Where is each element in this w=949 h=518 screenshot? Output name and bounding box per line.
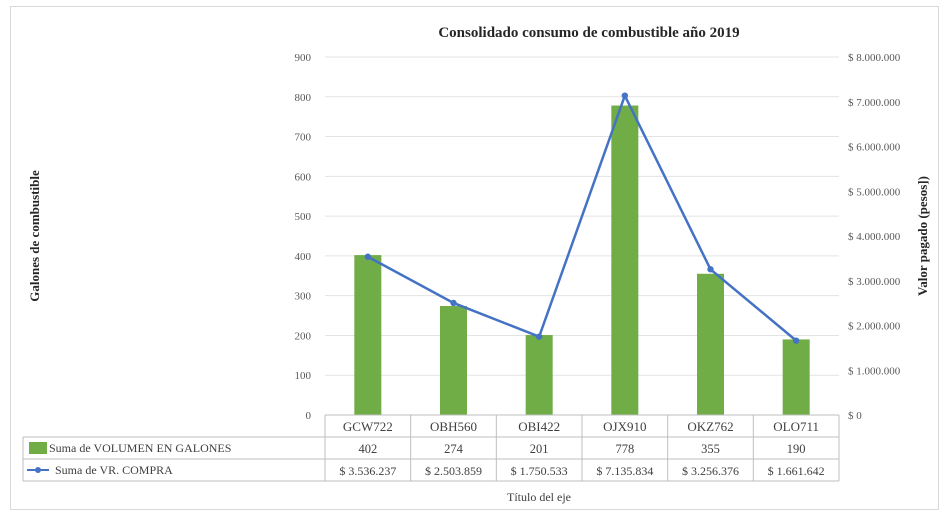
bar: [354, 255, 382, 415]
y-tick-label: 900: [295, 52, 312, 64]
data-table: GCW722 OBH560 OBI422 OJX910 OKZ762 OLO711 Suma…: [22, 414, 840, 482]
line-series: [364, 92, 800, 344]
x-tick-label: OBH560: [430, 419, 477, 434]
line-point: [621, 92, 629, 99]
table-value-compra: $ 2.503.859: [425, 464, 482, 478]
y2-axis-ticks: $ 0 $ 1.000.000 $ 2.000.000 $ 3.000.000 $ 4.…: [848, 52, 901, 422]
y-tick-label: 100: [295, 370, 312, 382]
table-value-compra: $ 3.536.237: [339, 464, 396, 478]
y-axis-ticks: 0 100 200 300 400 500 600 700 800 900: [295, 52, 312, 422]
bar-series: [354, 105, 810, 415]
table-value-compra: $ 1.750.533: [511, 464, 568, 478]
bar: [697, 273, 724, 415]
table-value-volume: 778: [615, 442, 634, 456]
bar: [440, 306, 467, 415]
y2-tick-label: $ 2.000.000: [848, 321, 901, 333]
table-value-volume: 274: [444, 442, 464, 456]
y2-tick-label: $ 5.000.000: [848, 186, 901, 198]
y2-axis-title: Valor pagado (pesos]): [915, 176, 930, 296]
y2-tick-label: $ 0: [848, 410, 862, 422]
x-tick-label: GCW722: [343, 419, 393, 434]
y-tick-label: 400: [295, 251, 312, 263]
chart-title: Consolidado consumo de combustible año 2…: [438, 25, 739, 41]
y2-tick-label: $ 1.000.000: [848, 365, 901, 377]
legend-swatch-bar: [29, 442, 47, 454]
line-point: [707, 266, 714, 273]
legend-label-bar: Suma de VOLUMEN EN GALONES: [49, 441, 231, 455]
line-point: [450, 299, 457, 307]
y-tick-label: 200: [295, 330, 312, 342]
x-tick-label: OBI422: [518, 419, 560, 434]
y-tick-label: 0: [306, 410, 312, 422]
line-point: [535, 333, 543, 340]
legend-swatch-marker: [35, 467, 41, 473]
table-value-compra: $ 1.661.642: [768, 464, 825, 478]
line-point: [792, 337, 800, 344]
y-tick-label: 300: [295, 291, 312, 303]
table-value-volume: 355: [701, 442, 720, 456]
table-value-volume: 201: [530, 442, 549, 456]
y2-tick-label: $ 4.000.000: [848, 231, 901, 243]
x-tick-label: OLO711: [773, 419, 819, 434]
table-value-compra: $ 7.135.834: [596, 464, 653, 478]
y2-tick-label: $ 8.000.000: [848, 52, 901, 64]
table-value-volume: 402: [358, 442, 377, 456]
gridlines: [325, 56, 839, 416]
series-line: [367, 92, 797, 342]
x-tick-label: OKZ762: [687, 419, 733, 434]
bar: [611, 105, 639, 415]
x-axis-title: Título del eje: [507, 490, 571, 504]
y-tick-label: 700: [295, 132, 312, 144]
chart-frame: Consolidado consumo de combustible año 2…: [10, 6, 939, 510]
y-tick-label: 500: [295, 211, 312, 223]
legend-label-line: Suma de VR. COMPRA: [55, 463, 173, 477]
y2-tick-label: $ 6.000.000: [848, 142, 901, 154]
line-point: [364, 253, 372, 260]
x-tick-label: OJX910: [603, 419, 646, 434]
bar: [782, 339, 810, 415]
chart-svg: Consolidado consumo de combustible año 2…: [22, 25, 930, 504]
y-tick-label: 800: [295, 92, 312, 104]
y-axis-title: Galones de combustible: [27, 170, 42, 302]
y2-tick-label: $ 3.000.000: [848, 276, 901, 288]
bar: [525, 335, 553, 415]
y2-tick-label: $ 7.000.000: [848, 97, 901, 109]
table-value-compra: $ 3.256.376: [682, 464, 739, 478]
y-tick-label: 600: [295, 171, 312, 183]
table-value-volume: 190: [787, 442, 806, 456]
